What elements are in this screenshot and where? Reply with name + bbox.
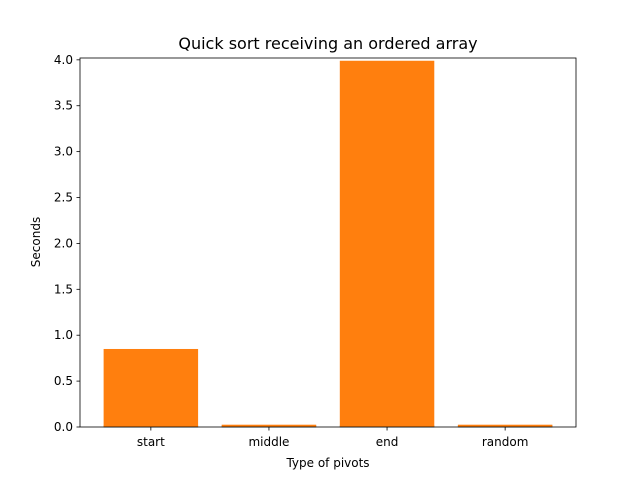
x-tick-label-end: end (376, 435, 399, 449)
y-tick-label: 0.5 (54, 374, 73, 388)
y-tick-label: 1.5 (54, 282, 73, 296)
bar-start (103, 348, 199, 427)
x-axis-title: Type of pivots (285, 456, 369, 470)
y-tick-label: 1.0 (54, 328, 73, 342)
y-tick-label: 4.0 (54, 53, 73, 67)
x-tick-label-middle: middle (248, 435, 289, 449)
x-tick-label-start: start (137, 435, 165, 449)
bar-random (457, 424, 553, 427)
y-tick-label: 0.0 (54, 420, 73, 434)
y-axis-title: Seconds (29, 217, 43, 267)
y-tick-label: 2.0 (54, 236, 73, 250)
bar-middle (221, 424, 317, 427)
axes-frame (79, 57, 577, 428)
y-tick-label: 2.5 (54, 191, 73, 205)
x-tick-label-random: random (482, 435, 529, 449)
y-tick-label: 3.5 (54, 99, 73, 113)
y-tick-label: 3.0 (54, 145, 73, 159)
bar-end (339, 60, 435, 428)
plot-area: 0.0 0.5 1.0 1.5 2.0 2.5 3.0 3.5 4.0 start middle en… (54, 53, 577, 449)
chart-title: Quick sort receiving an ordered array (178, 34, 477, 53)
